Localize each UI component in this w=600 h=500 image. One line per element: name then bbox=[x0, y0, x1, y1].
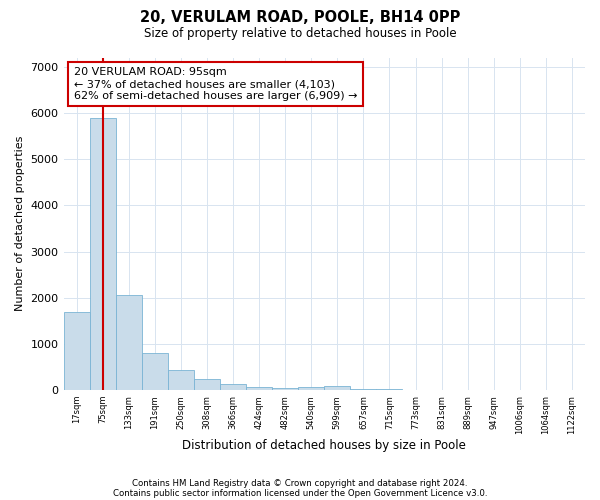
Bar bbox=[298, 388, 324, 390]
Y-axis label: Number of detached properties: Number of detached properties bbox=[15, 136, 25, 312]
Bar bbox=[272, 388, 298, 390]
Bar bbox=[220, 384, 246, 390]
Bar bbox=[142, 353, 168, 390]
Bar bbox=[376, 389, 403, 390]
Text: 20, VERULAM ROAD, POOLE, BH14 0PP: 20, VERULAM ROAD, POOLE, BH14 0PP bbox=[140, 10, 460, 25]
Bar bbox=[89, 118, 116, 390]
Bar bbox=[64, 312, 89, 390]
Text: Contains public sector information licensed under the Open Government Licence v3: Contains public sector information licen… bbox=[113, 488, 487, 498]
Text: Contains HM Land Registry data © Crown copyright and database right 2024.: Contains HM Land Registry data © Crown c… bbox=[132, 478, 468, 488]
Bar bbox=[116, 296, 142, 390]
Bar bbox=[324, 386, 350, 390]
Text: 20 VERULAM ROAD: 95sqm
← 37% of detached houses are smaller (4,103)
62% of semi-: 20 VERULAM ROAD: 95sqm ← 37% of detached… bbox=[74, 68, 358, 100]
X-axis label: Distribution of detached houses by size in Poole: Distribution of detached houses by size … bbox=[182, 440, 466, 452]
Bar bbox=[168, 370, 194, 390]
Bar bbox=[246, 388, 272, 390]
Text: Size of property relative to detached houses in Poole: Size of property relative to detached ho… bbox=[143, 28, 457, 40]
Bar bbox=[194, 380, 220, 390]
Bar bbox=[350, 388, 376, 390]
